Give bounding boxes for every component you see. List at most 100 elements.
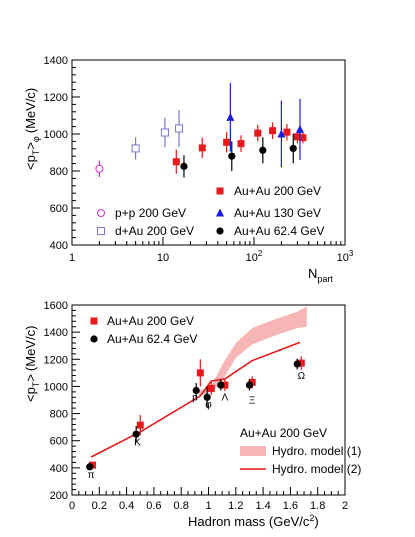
bottom-x-tick-label: 0.6 (146, 500, 161, 512)
top-data-point (277, 129, 286, 138)
bottom-x-axis-label: Hadron mass (GeV/c2) (188, 513, 319, 529)
bottom-y-tick-label: 1200 (44, 354, 68, 366)
top-data-point (95, 164, 104, 173)
bottom-chart-ticks: 200 400 600 800 1000 1200 1400 1600 0 0.2 0.4 0.6 0.… (44, 300, 349, 512)
bottom-data-point (192, 386, 200, 395)
bottom-x-tick-label: 1 (205, 500, 211, 512)
top-x-axis-label-sub: part (317, 274, 333, 284)
hydro-model-1-band (198, 306, 307, 396)
top-legend-label: p+p 200 GeV (115, 206, 186, 220)
bottom-y-axis-label-main: <p (23, 387, 38, 402)
top-x-axis-label-main: N (308, 266, 317, 281)
top-legend-label: Au+Au 200 GeV (234, 184, 321, 198)
bottom-data-point (203, 393, 211, 401)
bottom-y-tick-label: 1000 (44, 381, 68, 393)
bottom-x-axis-label-end: ) (314, 514, 318, 529)
bottom-y-axis-label-sub: T (31, 381, 41, 387)
top-y-axis-label-sub2: φ (31, 136, 41, 142)
bottom-x-tick-label: 1.2 (228, 500, 243, 512)
top-chart-legend: Au+Au 200 GeV Au+Au 130 GeV Au+Au 62.4 GeV… (97, 184, 324, 238)
top-plot-frame (71, 59, 346, 246)
bottom-y-axis-label: <pT> (MeV/c) (23, 326, 41, 402)
top-data-point (237, 140, 245, 148)
bottom-data-point (245, 381, 254, 389)
top-x-tick-label: 103 (337, 249, 354, 264)
top-y-axis-label-unit: (MeV/c) (23, 88, 38, 134)
top-legend-marker (216, 187, 224, 195)
particle-label: p (192, 393, 198, 404)
top-x-tick-label-exponent: 3 (349, 249, 354, 258)
bottom-legend-band-swatch (240, 446, 266, 456)
top-x-tick-label: 1 (69, 252, 75, 264)
particle-label: Ξ (249, 395, 256, 406)
top-y-tick-label: 800 (50, 166, 68, 178)
bottom-data-point (248, 378, 256, 386)
bottom-y-tick-label: 600 (50, 436, 68, 448)
bottom-y-tick-label: 800 (50, 409, 68, 421)
top-data-point (289, 144, 297, 153)
bottom-data-point (293, 360, 301, 368)
top-y-tick-label: 600 (50, 203, 68, 215)
bottom-x-tick-label: 1.6 (283, 500, 298, 512)
top-x-tick-label: 102 (246, 249, 263, 264)
top-data-point (295, 124, 304, 133)
top-x-tick-label-base: 1 (69, 252, 75, 264)
bottom-legend-label: Au+Au 200 GeV (107, 314, 194, 328)
top-data-point (198, 144, 206, 152)
bottom-legend-marker (90, 335, 98, 343)
top-data-point (228, 152, 236, 160)
top-data-point (223, 138, 231, 146)
bottom-x-axis-label-sup: 2 (309, 513, 314, 523)
particle-label: Λ (222, 393, 229, 404)
bottom-data-point (132, 430, 140, 438)
bottom-y-tick-label: 200 (50, 490, 68, 502)
top-y-axis-label-main: <p (23, 155, 38, 170)
top-chart-marks (95, 83, 307, 178)
top-data-point (299, 134, 307, 142)
top-x-tick-label-base: 10 (337, 252, 349, 264)
bottom-legend-marker (90, 317, 98, 325)
top-x-tick-label-base: 10 (246, 252, 258, 264)
top-data-point (283, 128, 291, 136)
top-y-axis-label-sub: T (31, 149, 41, 155)
top-legend-label: Au+Au 130 GeV (234, 206, 321, 220)
top-data-point (160, 128, 169, 137)
bottom-y-axis-label-sup: > (23, 374, 38, 382)
bottom-x-tick-label: 0.4 (119, 500, 134, 512)
bottom-chart-marks (86, 356, 305, 471)
bottom-y-tick-label: 400 (50, 463, 68, 475)
top-y-axis-label: <pT>φ (MeV/c) (23, 88, 41, 170)
top-x-tick-label-exponent: 2 (258, 249, 263, 258)
top-legend-marker (216, 208, 224, 217)
top-x-tick-label: 10 (157, 252, 169, 264)
bottom-x-tick-label: 1.8 (310, 500, 325, 512)
top-data-point (175, 124, 184, 133)
bottom-legend-label: Hydro. model (1) (272, 444, 361, 458)
top-legend-label: d+Au 200 GeV (115, 224, 194, 238)
top-data-point (293, 133, 301, 141)
top-x-tick-label-base: 10 (157, 252, 169, 264)
bottom-x-tick-label: 0 (69, 500, 75, 512)
bottom-legend-label: Hydro. model (2) (272, 462, 361, 476)
top-data-point (269, 127, 277, 135)
top-legend-marker (97, 227, 105, 235)
particle-label: K (134, 437, 141, 448)
bottom-legend-title: Au+Au 200 GeV (240, 426, 327, 440)
top-data-point (172, 158, 180, 166)
bottom-x-tick-label: 2 (342, 500, 348, 512)
top-data-point (254, 129, 262, 137)
bottom-data-point (217, 381, 225, 389)
top-legend-label: Au+Au 62.4 GeV (234, 224, 324, 238)
top-x-axis-label: Npart (308, 266, 333, 284)
bottom-data-point (207, 384, 215, 392)
bottom-y-tick-label: 1600 (44, 300, 68, 312)
bottom-chart-legend: Au+Au 200 GeV Au+Au 62.4 GeV Hydro. model … (90, 314, 361, 476)
bottom-data-point (136, 421, 144, 429)
top-y-tick-label: 1400 (44, 55, 68, 67)
top-data-point (226, 112, 235, 121)
bottom-legend-label: Au+Au 62.4 GeV (107, 332, 197, 346)
bottom-y-axis-label-unit: (MeV/c) (23, 326, 38, 372)
bottom-data-point (297, 359, 305, 367)
